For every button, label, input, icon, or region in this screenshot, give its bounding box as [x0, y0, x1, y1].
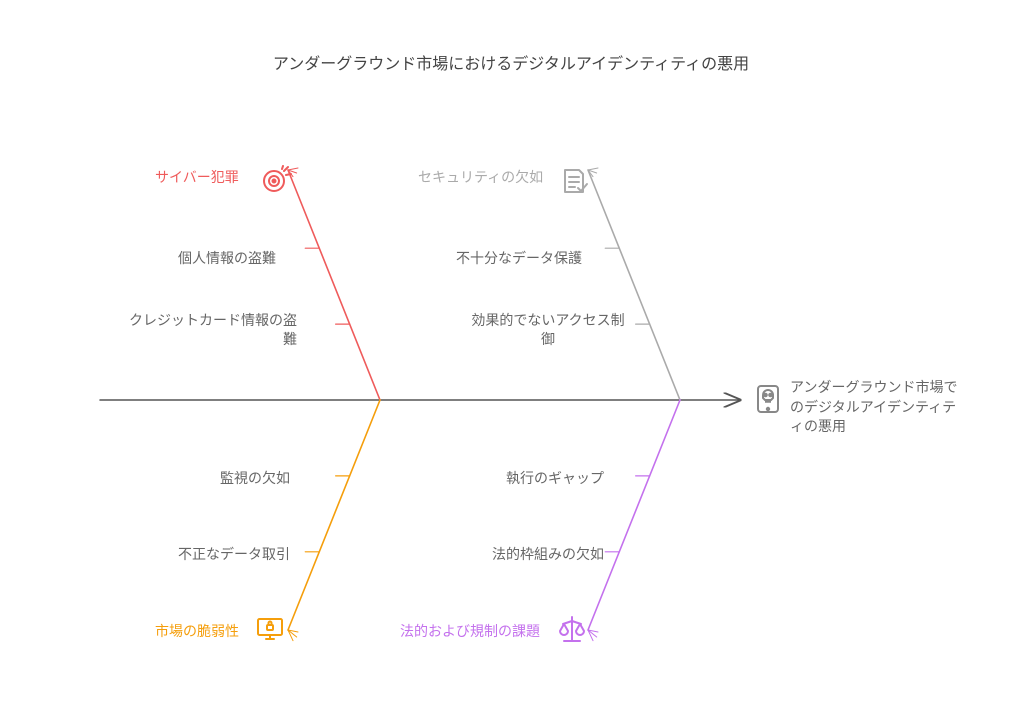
- branch-label-security: セキュリティの欠如: [418, 168, 543, 187]
- sub-cause-label: 執行のギャップ: [506, 469, 604, 488]
- branch-label-legal: 法的および規制の課題: [400, 622, 540, 641]
- sub-cause-label: 効果的でないアクセス制御: [468, 311, 628, 349]
- sub-cause-label: 不十分なデータ保護: [456, 249, 582, 268]
- sub-cause-label: 法的枠組みの欠如: [492, 545, 604, 564]
- branch-label-cyber: サイバー犯罪: [155, 168, 239, 187]
- sub-cause-label: 不正なデータ取引: [178, 545, 290, 564]
- head-label: アンダーグラウンド市場でのデジタルアイデンティティの悪用: [790, 378, 960, 437]
- skull-device-icon: [752, 382, 784, 414]
- scales-icon: [556, 613, 588, 645]
- fishbone-svg: [0, 0, 1022, 704]
- sub-cause-label: クレジットカード情報の盗難: [127, 311, 297, 349]
- lock-screen-icon: [254, 613, 286, 645]
- sub-cause-label: 個人情報の盗難: [178, 249, 276, 268]
- branch-label-market: 市場の脆弱性: [155, 622, 239, 641]
- sub-cause-label: 監視の欠如: [220, 469, 290, 488]
- note-check-icon: [558, 165, 590, 197]
- target-bug-icon: [260, 165, 292, 197]
